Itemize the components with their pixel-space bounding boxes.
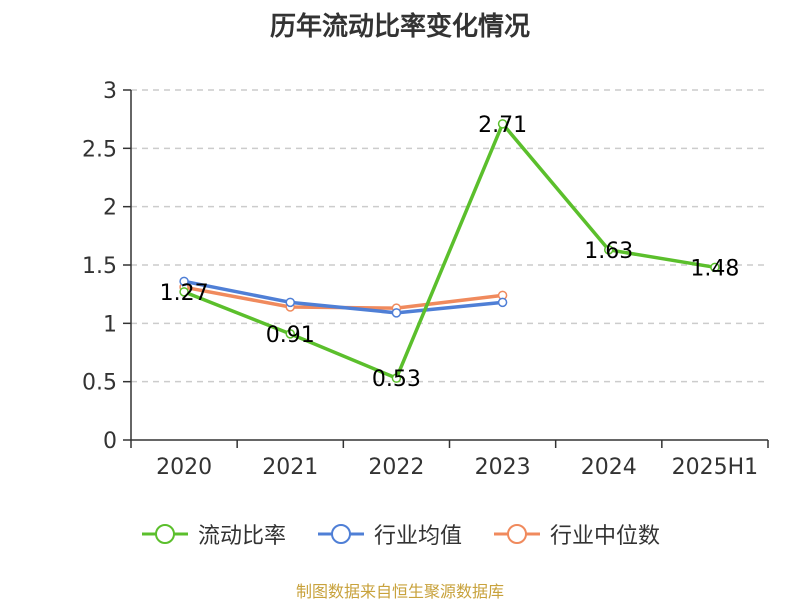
chart-title: 历年流动比率变化情况 — [269, 12, 530, 42]
legend-label: 行业均值 — [373, 524, 462, 549]
x-tick-label: 2023 — [475, 455, 531, 480]
legend-marker-icon — [317, 524, 364, 544]
legend: 流动比率 行业均值 行业中位数 — [0, 518, 800, 550]
legend-item[interactable]: 流动比率 — [140, 518, 286, 550]
y-tick-label: 2.5 — [82, 137, 117, 162]
data-point — [179, 276, 189, 287]
x-tick-label: 2020 — [156, 455, 212, 480]
legend-marker-icon — [141, 524, 188, 544]
x-tick-label: 2021 — [262, 455, 318, 480]
data-label: 0.53 — [372, 367, 421, 392]
x-tick-label: 2025H1 — [672, 455, 759, 480]
series-lines — [179, 119, 720, 383]
legend-marker-icon — [494, 524, 540, 544]
data-labels: 1.27 0.91 0.53 2.71 1.63 1.48 — [160, 113, 740, 392]
data-label: 2.71 — [478, 113, 527, 138]
grid-lines — [131, 89, 768, 383]
data-point — [497, 297, 508, 308]
data-label: 1.48 — [690, 256, 739, 281]
series-line — [183, 122, 716, 380]
legend-label: 行业中位数 — [550, 524, 661, 549]
y-tick-label: 0 — [103, 429, 117, 454]
x-tick-label: 2024 — [581, 455, 637, 480]
data-label: 1.27 — [160, 281, 209, 306]
legend-item[interactable]: 行业均值 — [316, 518, 462, 550]
legend-item[interactable]: 行业中位数 — [492, 518, 660, 550]
y-tick-label: 2 — [103, 196, 117, 221]
data-point — [285, 329, 295, 339]
y-tick-label: 3 — [103, 79, 117, 104]
data-label: 1.63 — [584, 239, 633, 264]
legend-label: 流动比率 — [197, 524, 286, 549]
data-point — [497, 119, 508, 129]
data-point — [391, 373, 402, 383]
data-label: 0.91 — [266, 323, 315, 348]
y-tick-label: 0.5 — [82, 371, 117, 396]
axes: 0 0.5 1 1.5 2 2.5 3 2020 2021 2022 2023 2024 2025H1 — [82, 79, 769, 480]
data-point — [604, 245, 614, 255]
y-tick-label: 1 — [103, 312, 117, 337]
data-point — [179, 287, 189, 297]
data-point — [391, 308, 402, 318]
data-point — [710, 262, 720, 273]
source-note: 制图数据来自恒生聚源数据库 — [295, 582, 504, 601]
y-tick-label: 1.5 — [82, 254, 117, 279]
series-line — [183, 279, 503, 315]
x-tick-label: 2022 — [368, 455, 424, 480]
data-point — [285, 297, 295, 308]
